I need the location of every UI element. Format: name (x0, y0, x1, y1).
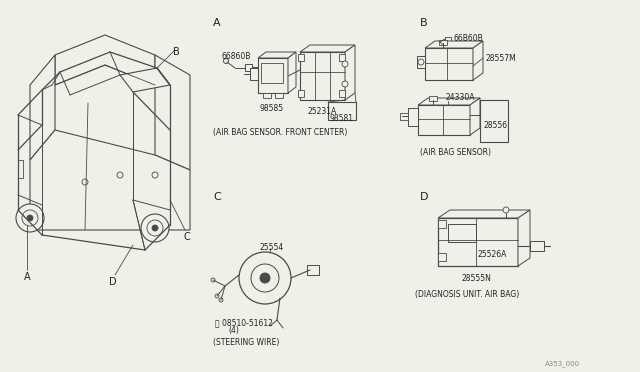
Circle shape (342, 81, 348, 87)
Bar (408, 108, 418, 126)
Circle shape (117, 172, 123, 178)
Bar (445, 37, 451, 42)
Text: (AIR BAG SENSOR): (AIR BAG SENSOR) (420, 148, 491, 157)
Text: 28555N: 28555N (462, 274, 492, 283)
Bar (438, 220, 446, 228)
Bar (298, 54, 304, 61)
Polygon shape (438, 210, 530, 218)
Circle shape (152, 172, 158, 178)
Bar (480, 100, 508, 142)
Bar (448, 224, 476, 242)
Circle shape (141, 214, 169, 242)
Circle shape (82, 179, 88, 185)
Text: (DIAGNOSIS UNIT. AIR BAG): (DIAGNOSIS UNIT. AIR BAG) (415, 290, 519, 299)
Polygon shape (155, 55, 190, 170)
Bar (328, 102, 356, 120)
Bar (439, 40, 447, 45)
Bar (18, 160, 23, 178)
Text: (AIR BAG SENSOR. FRONT CENTER): (AIR BAG SENSOR. FRONT CENTER) (213, 128, 348, 137)
Text: Ⓢ 08510-51612: Ⓢ 08510-51612 (215, 318, 273, 327)
Text: 28557M: 28557M (485, 54, 516, 63)
Polygon shape (300, 45, 355, 52)
Circle shape (219, 298, 223, 302)
Bar (339, 54, 345, 61)
Text: B: B (173, 47, 180, 57)
Bar (425, 48, 473, 80)
Polygon shape (473, 41, 483, 80)
Bar (300, 52, 345, 100)
Polygon shape (288, 52, 296, 93)
Bar (261, 63, 283, 83)
Polygon shape (418, 98, 480, 105)
Circle shape (342, 61, 348, 67)
Circle shape (251, 264, 279, 292)
Text: A: A (24, 272, 31, 282)
Text: 66860B: 66860B (222, 52, 252, 61)
Text: B: B (420, 18, 428, 28)
Bar (438, 218, 518, 266)
Circle shape (147, 220, 163, 236)
Bar (263, 93, 271, 98)
Text: A353_000: A353_000 (545, 360, 580, 367)
Polygon shape (30, 55, 55, 160)
Circle shape (418, 59, 424, 65)
Bar (530, 241, 544, 251)
Text: 98581: 98581 (330, 114, 354, 123)
Text: 66B60B: 66B60B (454, 34, 484, 43)
Text: (STEERING WIRE): (STEERING WIRE) (213, 338, 280, 347)
Circle shape (503, 207, 509, 213)
Text: C: C (183, 232, 189, 242)
Bar (245, 64, 252, 71)
Bar (275, 93, 283, 98)
Text: D: D (420, 192, 429, 202)
Bar (418, 105, 470, 135)
Circle shape (260, 273, 270, 283)
Text: A: A (213, 18, 221, 28)
Text: 24330A: 24330A (446, 93, 476, 102)
Circle shape (22, 210, 38, 226)
Polygon shape (425, 41, 483, 48)
Circle shape (16, 204, 44, 232)
Text: 25554: 25554 (260, 243, 284, 252)
Bar (298, 90, 304, 97)
Circle shape (152, 225, 158, 231)
Bar (438, 253, 446, 261)
Polygon shape (30, 130, 190, 230)
Circle shape (223, 58, 228, 64)
Bar (417, 56, 425, 68)
Bar (250, 68, 258, 80)
Polygon shape (55, 35, 155, 85)
Polygon shape (258, 52, 296, 58)
Bar (339, 90, 345, 97)
Text: 25231A: 25231A (308, 107, 337, 116)
Text: 25526A: 25526A (478, 250, 508, 259)
Text: C: C (213, 192, 221, 202)
Circle shape (27, 215, 33, 221)
Polygon shape (518, 210, 530, 266)
Polygon shape (470, 98, 480, 135)
Circle shape (211, 278, 215, 282)
Circle shape (215, 294, 219, 298)
Text: D: D (109, 277, 116, 287)
Text: 98585: 98585 (260, 104, 284, 113)
Polygon shape (120, 68, 170, 92)
Bar (258, 58, 288, 93)
Bar (400, 113, 408, 120)
Circle shape (239, 252, 291, 304)
Polygon shape (345, 45, 355, 100)
Text: 28556: 28556 (483, 121, 507, 130)
Bar (429, 96, 437, 101)
Bar (307, 265, 319, 275)
Text: (4): (4) (228, 326, 239, 335)
